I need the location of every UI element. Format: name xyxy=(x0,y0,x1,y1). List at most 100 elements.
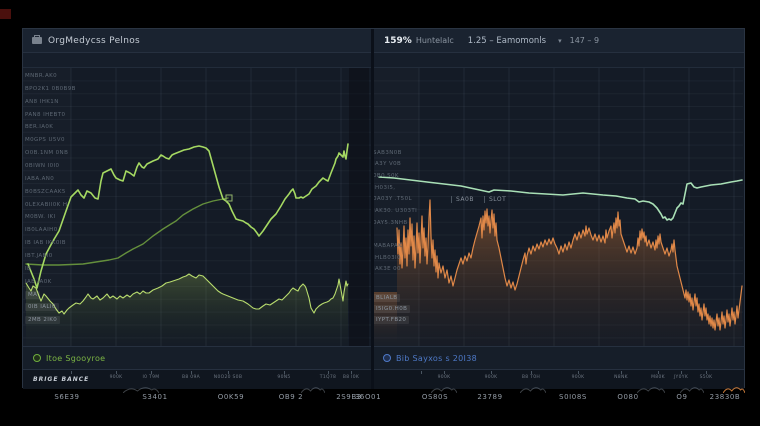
x-axis-label: 23830B xyxy=(709,393,741,401)
timeline-tick-label: M80K xyxy=(651,375,665,380)
left-chart-legend[interactable]: Itoe Sgooyroe xyxy=(23,347,371,369)
y-axis-label: BLIALB xyxy=(373,294,401,302)
y-axis-label: IA3Y V0B xyxy=(373,161,402,167)
y-axis-label: IBT.JABI0 xyxy=(25,253,53,259)
percent-value: 159% xyxy=(384,35,412,46)
header-left-section: OrgMedycss Pelnos xyxy=(23,29,371,52)
y-axis-label: M0GPS U5V0 xyxy=(25,137,65,143)
y-axis-label: IAK30. U303TI xyxy=(373,208,418,214)
timeline-sparkline xyxy=(636,378,666,394)
y-axis-label: IABA.AN0 xyxy=(25,176,55,182)
timeline-tick xyxy=(116,371,117,374)
left-y-axis-labels: MNBR.AK0 BPO2K1 0B0B9B AN8 IHK1N PAN8 IHEBT… xyxy=(23,68,75,346)
timeline-label: BRIGE BANCE xyxy=(33,376,90,383)
panel-title: OrgMedycss Pelnos xyxy=(48,35,141,46)
timeline-tick-label: B8 09A xyxy=(182,375,200,380)
right-legend-label: Bib Sayxos s 20I38 xyxy=(396,353,477,363)
sub-header-strip xyxy=(23,53,744,68)
right-y-axis-labels: SAB3N0B IA3Y V0B 0B0.S0K IH03I5, 0A03Y .T50L… xyxy=(371,68,421,346)
left-price-chart[interactable]: MNBR.AK0 BPO2K1 0B0B9B AN8 IHK1N PAN8 IHEBT… xyxy=(23,68,371,346)
y-axis-label: 2MB 2IK0 xyxy=(25,316,61,324)
y-axis-label: IB xyxy=(25,266,32,272)
y-axis-label: IYPT.FB20 xyxy=(373,316,410,324)
chevron-down-icon[interactable]: ▾ xyxy=(558,36,562,45)
y-axis-label: PAN8 IHEBT0 xyxy=(25,112,66,118)
timeline-sparkline xyxy=(122,378,160,394)
y-axis-label: IHLB03I0 xyxy=(373,255,401,261)
inline-label-part-2: SLOT xyxy=(483,196,506,203)
y-axis-label: 0LEXABII0K H xyxy=(25,202,68,208)
header-right-section: 159% Huntelalc 1.25 – Eamomonls ▾ 147 – … xyxy=(374,29,744,52)
x-axis-label: O080 xyxy=(617,393,639,401)
timeline-tick xyxy=(706,371,707,374)
y-axis-label: O0B.1NM 0NB xyxy=(25,150,69,156)
x-axis-label: OB9 2 xyxy=(278,393,304,401)
legend-row: Itoe Sgooyroe Bib Sayxos s 20I38 xyxy=(23,346,744,369)
y-axis-label: 0A03Y .T50L xyxy=(373,196,412,202)
inline-label-part-1: SA0B xyxy=(451,196,474,203)
right-chart-legend[interactable]: Bib Sayxos s 20I38 xyxy=(371,347,744,369)
x-axis-label: 36O01 xyxy=(354,393,382,401)
timeline-tick xyxy=(191,371,192,374)
panel-header: OrgMedycss Pelnos 159% Huntelalc 1.25 – … xyxy=(23,29,744,53)
timeline-tick-label: 90N5 xyxy=(277,375,291,380)
x-axis-label: S0I08S xyxy=(559,393,587,401)
timeline-tick xyxy=(681,371,682,374)
timeline-tick xyxy=(328,371,329,374)
y-axis-label: SAB3N0B xyxy=(373,150,402,156)
timeline-sparkline xyxy=(679,378,705,394)
timeline-tick-label: 900K xyxy=(571,375,585,380)
x-axis-label: O9 xyxy=(676,393,688,401)
x-axis-label: 23789 xyxy=(477,393,503,401)
timeline-tick xyxy=(578,371,579,374)
right-chart-plot xyxy=(371,68,743,346)
charts-region: MNBR.AK0 BPO2K1 0B0B9B AN8 IHK1N PAN8 IHEBT… xyxy=(23,68,744,346)
timeline-tick-label: B8 I0K xyxy=(342,375,360,380)
pair-value: 1.25 – Eamomonls xyxy=(467,35,547,46)
timeline-tick xyxy=(658,371,659,374)
x-axis-label: S6E39 xyxy=(54,393,80,401)
timeline-tick xyxy=(71,371,72,374)
inline-series-label: SA0B SLOT xyxy=(451,196,506,203)
timeline-tick-label: I0 T9M xyxy=(142,375,160,380)
timeline-tick xyxy=(444,371,445,374)
y-axis-label: 0AY5.3NHB xyxy=(373,220,408,226)
timeline-tick-label: N8NK xyxy=(614,375,628,380)
timeline-tick xyxy=(621,371,622,374)
timeline-sparkline xyxy=(430,378,458,394)
trading-dashboard-panel: OrgMedycss Pelnos 159% Huntelalc 1.25 – … xyxy=(22,28,746,394)
timeline-sparkline xyxy=(519,378,547,394)
x-axis-label: 2S9B3 xyxy=(336,393,362,401)
y-axis-label: IB0LAAIH0 xyxy=(25,227,58,233)
instrument-name: Huntelalc xyxy=(415,36,454,45)
timeline-tick-label: 900K xyxy=(484,375,498,380)
y-axis-label: 0BIWN I0I0 xyxy=(25,163,60,169)
y-axis-label: M0BW. IKI xyxy=(25,214,56,220)
y-axis-label: IB IAB IKK0IB xyxy=(25,240,66,246)
y-axis-label: 0B0.S0K xyxy=(373,173,399,179)
left-legend-label: Itoe Sgooyroe xyxy=(46,353,106,363)
timeline-tick-label: 900K xyxy=(437,375,451,380)
right-volatility-chart[interactable]: SAB3N0B IA3Y V0B 0B0.S0K IH03I5, 0A03Y .T50L… xyxy=(371,68,743,346)
timeline-tick-label: 900K xyxy=(109,375,123,380)
timeline-tick xyxy=(421,371,422,374)
y-axis-label: I5IG0.H0B xyxy=(373,305,411,313)
green-circle-icon xyxy=(33,354,41,362)
timeline-scrubber-bar[interactable]: BRIGE BANCE 900K I0 T9M B8 09A N0O20 S0B 90N… xyxy=(23,369,746,394)
y-axis-label: BER.IA0K xyxy=(25,124,54,130)
timeline-tick-label: N0O20 S0B xyxy=(213,375,243,380)
y-axis-label: IH03I5, xyxy=(373,185,396,191)
y-axis-label: 0IB IALI0 xyxy=(25,303,59,311)
x-axis-label: S3401 xyxy=(142,393,168,401)
range-value: 147 – 9 xyxy=(569,36,600,45)
timeline-sparkline xyxy=(722,378,746,394)
timeline-tick xyxy=(284,371,285,374)
y-axis-label: IAB IA0K xyxy=(25,279,52,285)
timeline-tick xyxy=(351,371,352,374)
briefcase-icon xyxy=(32,35,42,44)
timeline-tick-label: B8 T0H xyxy=(521,375,541,380)
timeline-tick-label: S50K xyxy=(699,375,713,380)
y-axis-label: MNBR.AK0 xyxy=(25,73,58,79)
timeline-tick xyxy=(228,371,229,374)
